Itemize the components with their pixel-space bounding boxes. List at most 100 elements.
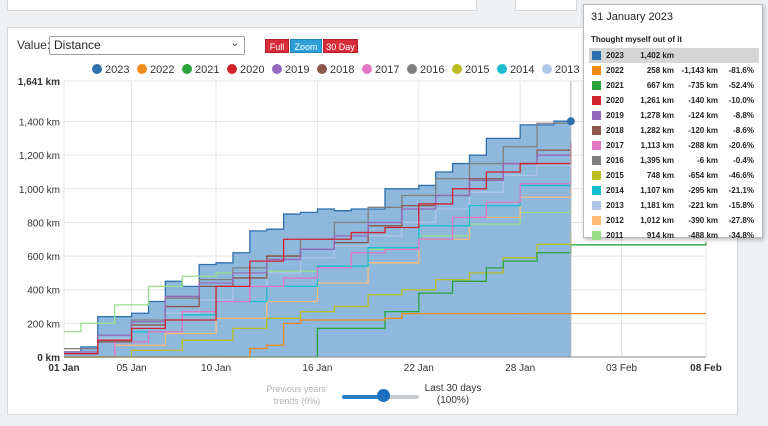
- legend-marker-2023: [92, 64, 102, 74]
- legend-marker-2016: [407, 64, 417, 74]
- legend-marker-2022: [137, 64, 147, 74]
- tooltip-swatch: [592, 111, 601, 120]
- y-tick-label: 1,200 km: [19, 151, 60, 162]
- tooltip-swatch: [592, 81, 601, 90]
- tooltip-km: 667 km: [646, 81, 674, 90]
- legend-marker-2014: [497, 64, 507, 74]
- x-tick-label: 03 Feb: [606, 363, 638, 374]
- y-tick-label: 1,000 km: [19, 185, 60, 196]
- tooltip-diff: -390 km: [688, 216, 718, 225]
- tooltip-row: 2021 667 km -735 km -52.4%: [589, 78, 759, 93]
- tooltip-km: 1,181 km: [640, 201, 674, 210]
- tooltip-km: 1,402 km: [640, 51, 674, 60]
- tooltip-swatch: [592, 51, 601, 60]
- tooltip-pct: -52.4%: [728, 81, 754, 90]
- tooltip-pct: -34.8%: [728, 231, 754, 240]
- tooltip-km: 1,282 km: [640, 126, 674, 135]
- x-axis-ticks: 01 Jan 05 Jan 10 Jan 16 Jan 22 Jan 28 Jan 03 F…: [48, 356, 722, 374]
- tooltip-row: 2016 1,395 km -6 km -0.4%: [589, 153, 759, 168]
- tooltip-swatch: [592, 96, 601, 105]
- legend-marker-2013: [542, 64, 552, 74]
- tooltip-swatch: [592, 186, 601, 195]
- value-select[interactable]: Distance ⌄: [49, 36, 245, 55]
- legend-label-2022: 2022: [150, 64, 174, 76]
- tooltip-swatch: [592, 231, 601, 240]
- tooltip-rows: 2023 1,402 km 2022 258 km -1,143 km -81.6% 202…: [589, 48, 759, 243]
- tooltip-km: 1,278 km: [640, 111, 674, 120]
- tooltip-year: 2019: [606, 111, 624, 120]
- legend-label-2019: 2019: [285, 64, 309, 76]
- tooltip-swatch: [592, 141, 601, 150]
- full-range-button[interactable]: Full: [265, 39, 289, 53]
- series-line-2020: [64, 144, 572, 355]
- tooltip-pct: -20.6%: [728, 141, 754, 150]
- tooltip-diff: -488 km: [688, 231, 718, 240]
- legend-marker-2018: [317, 64, 327, 74]
- top-card-right: [515, 0, 577, 11]
- tooltip-row: 2019 1,278 km -124 km -8.8%: [589, 108, 759, 123]
- tooltip-swatch: [592, 126, 601, 135]
- tooltip-swatch: [592, 216, 601, 225]
- tooltip-row: 2014 1,107 km -295 km -21.1%: [589, 183, 759, 198]
- y-tick-label: 400 km: [27, 286, 60, 297]
- tooltip-note: Thought myself out of it: [591, 35, 683, 44]
- y-tick-label: 1,641 km: [18, 77, 60, 88]
- tooltip-year: 2016: [606, 156, 624, 165]
- legend-label-2016: 2016: [420, 64, 444, 76]
- tooltip-year: 2014: [606, 186, 624, 195]
- x-tick-label: 05 Jan: [117, 363, 147, 374]
- tooltip-date: 31 January 2023: [591, 11, 673, 23]
- tooltip-km: 1,012 km: [640, 216, 674, 225]
- tooltip-pct: -46.6%: [728, 171, 754, 180]
- legend-label-2013: 2013: [555, 64, 579, 76]
- x-tick-label: 10 Jan: [201, 363, 231, 374]
- legend-label-2015: 2015: [465, 64, 489, 76]
- tooltip: 31 January 2023 Thought myself out of it…: [583, 4, 763, 240]
- legend-marker-2015: [452, 64, 462, 74]
- tooltip-swatch: [592, 66, 601, 75]
- tooltip-diff: -120 km: [688, 126, 718, 135]
- tooltip-row: 2023 1,402 km: [589, 48, 759, 63]
- tooltip-year: 2018: [606, 126, 624, 135]
- series-line-2021: [64, 242, 707, 358]
- legend-label-2017: 2017: [375, 64, 399, 76]
- last-30-day-button[interactable]: 30 Day: [323, 39, 358, 53]
- tooltip-row: 2015 748 km -654 km -46.6%: [589, 168, 759, 183]
- trend-right-line1: Last 30 days: [424, 383, 482, 394]
- tooltip-pct: -0.4%: [733, 156, 754, 165]
- legend-label-2018: 2018: [330, 64, 354, 76]
- y-tick-label: 1,400 km: [19, 118, 60, 129]
- marker-layer: [566, 81, 575, 357]
- top-card-left: [7, 0, 477, 11]
- tooltip-diff: -1,143 km: [681, 66, 718, 75]
- tooltip-swatch: [592, 156, 601, 165]
- tooltip-diff: -221 km: [688, 201, 718, 210]
- tooltip-km: 1,113 km: [640, 141, 674, 150]
- y-tick-label: 800 km: [27, 218, 60, 229]
- y-axis-ticks: 0 km 200 km 400 km 600 km 800 km 1,000 km 1,20…: [18, 77, 60, 364]
- tooltip-pct: -27.8%: [728, 216, 754, 225]
- tooltip-row: 2012 1,012 km -390 km -27.8%: [589, 213, 759, 228]
- trend-left-line1: Previous years': [266, 384, 328, 394]
- chevron-down-icon: ⌄: [230, 38, 239, 49]
- tooltip-diff: -124 km: [688, 111, 718, 120]
- tooltip-diff: -735 km: [688, 81, 718, 90]
- tooltip-year: 2012: [606, 216, 624, 225]
- tooltip-year: 2022: [606, 66, 624, 75]
- tooltip-km: 914 km: [646, 231, 674, 240]
- tooltip-row: 2013 1,181 km -221 km -15.8%: [589, 198, 759, 213]
- trend-left-line2: trends (0%): [273, 396, 321, 406]
- zoom-button[interactable]: Zoom: [290, 39, 322, 53]
- tooltip-row: 2017 1,113 km -288 km -20.6%: [589, 138, 759, 153]
- tooltip-diff: -295 km: [688, 186, 718, 195]
- x-tick-label: 01 Jan: [48, 363, 79, 374]
- tooltip-year: 2015: [606, 171, 624, 180]
- y-tick-label: 0 km: [37, 353, 60, 364]
- value-label: Value:: [17, 38, 51, 52]
- tooltip-km: 1,107 km: [640, 186, 674, 195]
- legend-label-2023: 2023: [105, 64, 129, 76]
- tooltip-row: 2022 258 km -1,143 km -81.6%: [589, 63, 759, 78]
- trend-slider-thumb[interactable]: [376, 389, 390, 402]
- tooltip-year: 2020: [606, 96, 624, 105]
- tooltip-pct: -21.1%: [728, 186, 754, 195]
